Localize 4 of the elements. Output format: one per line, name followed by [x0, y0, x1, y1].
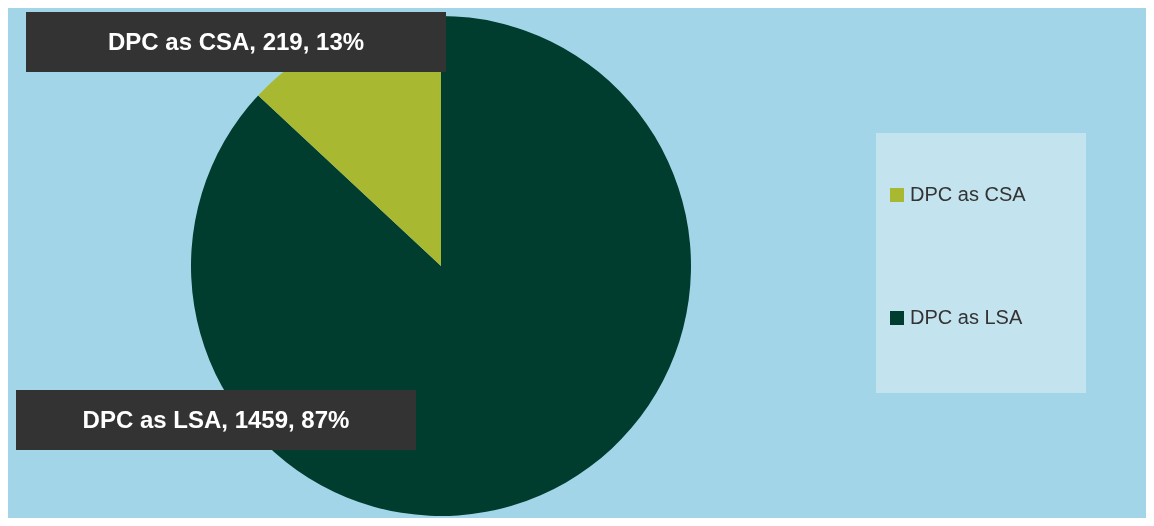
data-label: DPC as CSA, 219, 13%	[107, 28, 365, 55]
data-label: DPC as LSA, 1459, 87%	[82, 406, 350, 433]
legend-label: DPC as CSA	[910, 183, 1026, 206]
legend-label: DPC as LSA	[910, 306, 1023, 329]
